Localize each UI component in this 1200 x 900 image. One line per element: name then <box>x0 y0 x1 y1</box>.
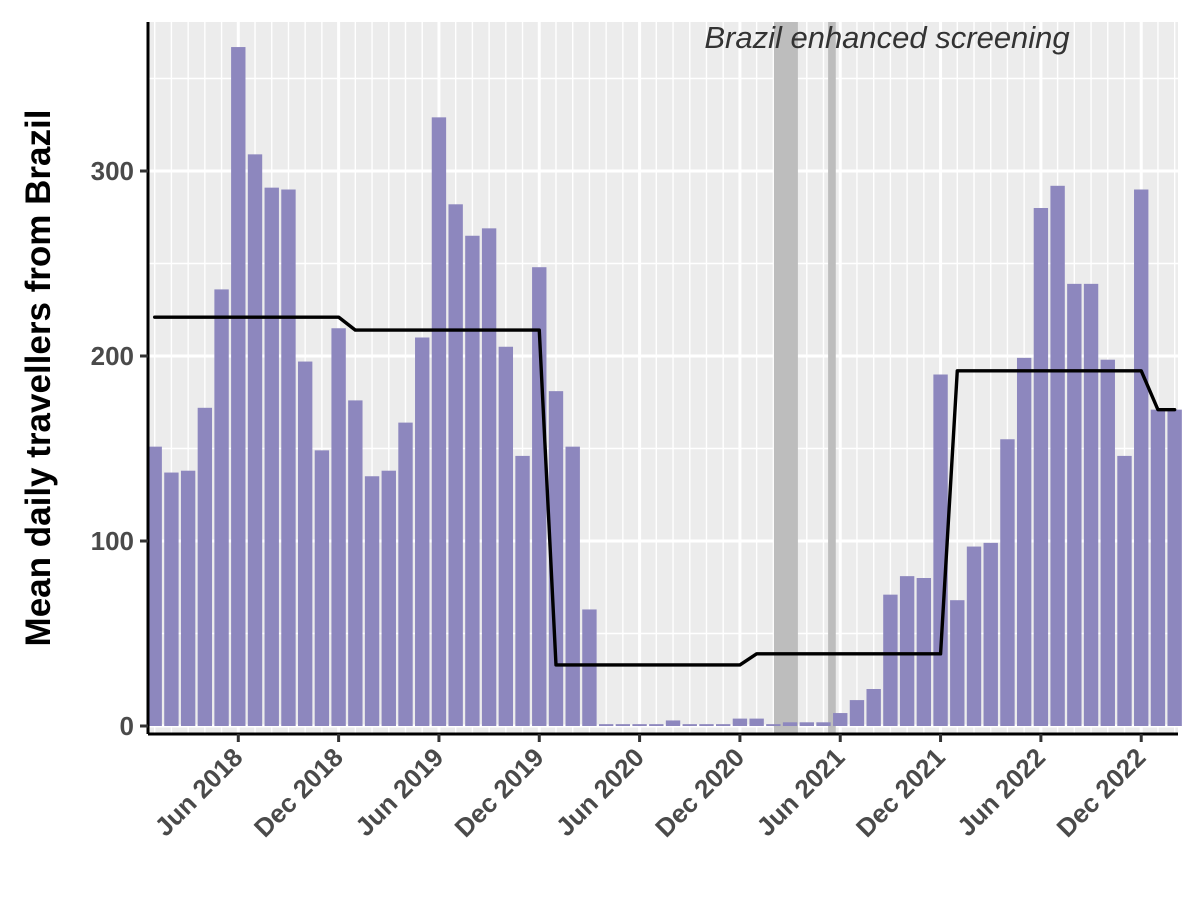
bar-2022-09 <box>1083 283 1099 726</box>
bar-2018-11 <box>314 450 330 726</box>
x-tick-label: Dec 2020 <box>649 742 750 843</box>
annotation-label: Brazil enhanced screening <box>704 20 1069 55</box>
bar-2021-10 <box>899 576 915 726</box>
bar-2018-01 <box>147 446 162 726</box>
y-tick-label: 100 <box>91 526 134 556</box>
bar-2019-05 <box>415 337 430 726</box>
bar-2018-09 <box>281 189 296 726</box>
bar-2020-08 <box>665 720 681 726</box>
bar-2021-11 <box>916 578 932 726</box>
x-tick-label: Dec 2019 <box>449 742 550 843</box>
bar-2019-03 <box>381 470 396 726</box>
bar-2018-08 <box>264 187 279 726</box>
series-line <box>152 315 1177 667</box>
bar-2018-07 <box>247 154 263 727</box>
bar-2021-04 <box>799 722 814 726</box>
x-tick-label: Jun 2021 <box>751 742 851 842</box>
bar-2023-01 <box>1150 409 1166 726</box>
bar-2019-04 <box>398 422 413 726</box>
bar-2022-10 <box>1100 359 1115 726</box>
bar-2018-10 <box>297 361 313 726</box>
bar-2018-12 <box>331 328 346 726</box>
y-tick-label: 0 <box>120 711 134 741</box>
bar-2022-12 <box>1134 189 1149 726</box>
bar-2020-10 <box>699 724 714 726</box>
bar-2020-09 <box>682 724 697 726</box>
screening-period-band <box>828 22 836 734</box>
bar-2022-02 <box>966 546 982 726</box>
bar-2021-06 <box>833 713 848 726</box>
bar-2019-01 <box>348 400 363 726</box>
bar-2021-05 <box>816 722 831 726</box>
x-tick-label: Dec 2022 <box>1051 742 1152 843</box>
x-tick-label: Jun 2020 <box>550 742 650 842</box>
bar-2019-11 <box>515 455 530 726</box>
bar-2020-12 <box>732 718 748 726</box>
y-tick-label: 300 <box>91 156 134 186</box>
y-tick-label: 200 <box>91 341 134 371</box>
bar-2021-02 <box>766 724 781 726</box>
screening-period-band <box>773 22 798 734</box>
bar-2020-01 <box>548 391 564 726</box>
bar-2022-04 <box>1000 439 1015 726</box>
bar-2019-10 <box>498 346 514 726</box>
bar-2020-03 <box>582 609 597 726</box>
bar-2018-03 <box>180 470 196 726</box>
bar-2020-06 <box>632 724 647 726</box>
bar-2022-05 <box>1016 357 1032 726</box>
bar-2021-08 <box>866 689 881 726</box>
bar-2019-02 <box>364 476 380 726</box>
bar-2020-02 <box>565 446 580 726</box>
x-tick-label: Jun 2022 <box>951 742 1051 842</box>
bar-2022-01 <box>950 600 965 726</box>
bar-2019-09 <box>481 228 497 726</box>
bar-2020-05 <box>615 724 631 726</box>
bar-2018-05 <box>214 289 229 726</box>
bar-2022-06 <box>1033 208 1049 726</box>
bar-2022-03 <box>983 542 998 726</box>
bar-2018-04 <box>197 407 213 726</box>
bar-2021-09 <box>883 594 898 726</box>
bar-2020-04 <box>598 724 614 726</box>
x-tick-label: Dec 2018 <box>248 742 349 843</box>
bar-2021-03 <box>782 722 798 726</box>
bar-2018-02 <box>164 472 179 726</box>
bar-2019-07 <box>448 204 463 727</box>
bar-2021-01 <box>749 718 764 726</box>
bar-2020-11 <box>716 724 731 726</box>
bar-2021-12 <box>933 374 948 726</box>
line-layer <box>152 315 1177 667</box>
bar-2019-06 <box>431 117 447 727</box>
bar-2023-02 <box>1167 409 1182 726</box>
bar-2018-06 <box>231 47 246 727</box>
x-tick-label: Dec 2021 <box>850 742 951 843</box>
bar-2020-07 <box>649 724 664 726</box>
bar-layer <box>147 47 1182 727</box>
shade-layer <box>773 22 836 734</box>
x-tick-label: Jun 2018 <box>149 742 249 842</box>
y-axis-title: Mean daily travellers from Brazil <box>19 110 58 647</box>
bar-2022-11 <box>1117 455 1132 726</box>
x-tick-label: Jun 2019 <box>349 742 449 842</box>
bar-2022-08 <box>1067 283 1082 726</box>
bar-2021-07 <box>849 700 865 726</box>
bar-2022-07 <box>1050 185 1065 727</box>
bar-2019-08 <box>465 235 480 726</box>
